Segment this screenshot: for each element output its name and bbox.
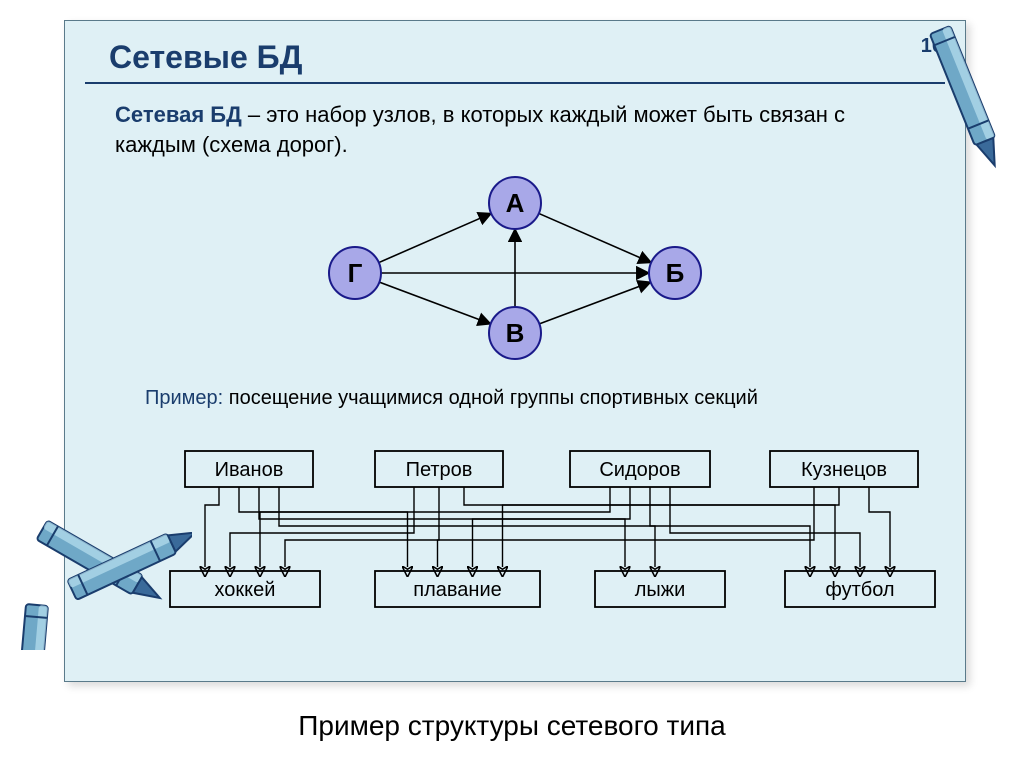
svg-text:Г: Г [348,258,363,288]
svg-text:Сидоров: Сидоров [599,459,680,481]
definition-term: Сетевая БД [115,102,242,127]
svg-text:лыжи: лыжи [635,579,686,601]
svg-text:Кузнецов: Кузнецов [801,459,887,481]
definition-text: Сетевая БД – это набор узлов, в которых … [65,84,965,163]
svg-text:В: В [506,318,525,348]
svg-text:футбол: футбол [825,579,894,601]
network-graph-bottom: Иванов Петров Сидоров Кузнецов хоккей плавани… [75,416,955,621]
crayon-icon [880,0,1010,180]
example-label: Пример: [145,387,223,409]
network-graph-top: А Б В Г [215,163,815,373]
bottom-caption: Пример структуры сетевого типа [0,710,1024,742]
example-body: посещение учащимися одной группы спортив… [223,387,758,409]
svg-text:Иванов: Иванов [215,459,284,481]
slide-frame: 10 Сетевые БД Сетевая БД – это набор узл… [64,20,966,682]
example-line: Пример: посещение учащимися одной группы… [65,373,965,416]
crayon-icon [12,470,192,650]
svg-text:Б: Б [666,258,685,288]
svg-text:хоккей: хоккей [215,579,276,601]
slide-title: Сетевые БД [85,21,945,84]
svg-text:Петров: Петров [406,459,473,481]
svg-text:плавание: плавание [413,579,502,601]
svg-text:А: А [506,188,525,218]
